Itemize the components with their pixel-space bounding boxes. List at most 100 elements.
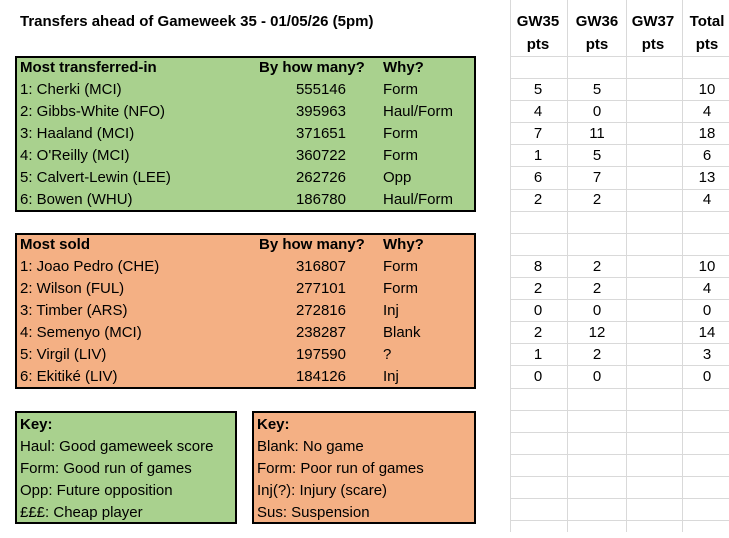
points-unit: pts xyxy=(641,36,665,53)
reason: Form xyxy=(383,258,418,275)
points: 0 xyxy=(702,302,712,319)
sold-box xyxy=(15,233,476,389)
points: 0 xyxy=(533,302,543,319)
grid-line xyxy=(626,0,627,532)
transfer-count: 184126 xyxy=(295,368,346,385)
transfer-count: 360722 xyxy=(295,147,346,164)
points-header: GW36 xyxy=(575,13,619,30)
player: 3: Timber (ARS) xyxy=(20,302,128,319)
transfer-count: 316807 xyxy=(295,258,346,275)
transfer-count: 272816 xyxy=(295,302,346,319)
reason: ? xyxy=(383,346,392,363)
key-item: Form: Good run of games xyxy=(20,460,192,477)
points: 0 xyxy=(702,368,712,385)
points: 4 xyxy=(702,280,712,297)
player: 6: Bowen (WHU) xyxy=(20,191,133,208)
key-sold-box xyxy=(252,411,476,524)
key-item: £££: Cheap player xyxy=(20,504,143,521)
points: 0 xyxy=(533,368,543,385)
points: 4 xyxy=(702,103,712,120)
points: 2 xyxy=(592,346,602,363)
section-heading: Most sold xyxy=(20,236,90,253)
points: 18 xyxy=(698,125,716,142)
column-header: By how many? xyxy=(259,236,365,253)
player: 1: Joao Pedro (CHE) xyxy=(20,258,160,275)
grid-line xyxy=(510,365,729,366)
points: 14 xyxy=(698,324,716,341)
player: 4: Semenyo (MCI) xyxy=(20,324,142,341)
transferred-in-box xyxy=(15,56,476,212)
transfer-count: 197590 xyxy=(295,346,346,363)
grid-line xyxy=(510,166,729,167)
points: 2 xyxy=(533,191,543,208)
points: 2 xyxy=(592,280,602,297)
points: 2 xyxy=(533,280,543,297)
points: 6 xyxy=(533,169,543,186)
grid-line xyxy=(682,0,683,532)
grid-line xyxy=(510,454,729,455)
grid-line xyxy=(567,0,568,532)
points: 4 xyxy=(533,103,543,120)
reason: Blank xyxy=(383,324,421,341)
player: 2: Gibbs-White (NFO) xyxy=(20,103,166,120)
player: 4: O'Reilly (MCI) xyxy=(20,147,130,164)
reason: Opp xyxy=(383,169,412,186)
title: Transfers ahead of Gameweek 35 - 01/05/2… xyxy=(20,13,374,30)
key-heading: Key: xyxy=(20,416,53,433)
reason: Form xyxy=(383,147,418,164)
points-unit: pts xyxy=(526,36,550,53)
column-header: Why? xyxy=(383,236,424,253)
key-item: Opp: Future opposition xyxy=(20,482,173,499)
key-item: Haul: Good gameweek score xyxy=(20,438,214,455)
player: 6: Ekitiké (LIV) xyxy=(20,368,118,385)
player: 3: Haaland (MCI) xyxy=(20,125,135,142)
points: 5 xyxy=(592,81,602,98)
grid-line xyxy=(510,321,729,322)
points-header: GW37 xyxy=(631,13,675,30)
points: 4 xyxy=(702,191,712,208)
transfer-count: 262726 xyxy=(295,169,346,186)
section-heading: Most transferred-in xyxy=(20,59,157,76)
points: 7 xyxy=(533,125,543,142)
points: 5 xyxy=(592,147,602,164)
points: 5 xyxy=(533,81,543,98)
grid-line xyxy=(510,432,729,433)
points: 2 xyxy=(533,324,543,341)
points: 11 xyxy=(589,125,605,142)
key-item: Inj(?): Injury (scare) xyxy=(257,482,388,499)
points: 1 xyxy=(533,346,543,363)
points: 13 xyxy=(698,169,716,186)
player: 1: Cherki (MCI) xyxy=(20,81,122,98)
grid-line xyxy=(510,520,729,521)
reason: Haul/Form xyxy=(383,191,454,208)
points: 2 xyxy=(592,191,602,208)
reason: Form xyxy=(383,125,418,142)
column-header: By how many? xyxy=(259,59,365,76)
grid-line xyxy=(510,388,729,389)
points: 3 xyxy=(702,346,712,363)
key-in-box xyxy=(15,411,237,524)
grid-line xyxy=(510,233,729,234)
grid-line xyxy=(510,100,729,101)
grid-line xyxy=(510,122,729,123)
points: 10 xyxy=(698,258,716,275)
transfer-count: 238287 xyxy=(295,324,346,341)
grid-line xyxy=(510,189,729,190)
points: 2 xyxy=(592,258,602,275)
key-item: Blank: No game xyxy=(257,438,364,455)
points: 8 xyxy=(533,258,543,275)
points-unit: pts xyxy=(695,36,719,53)
player: 5: Calvert-Lewin (LEE) xyxy=(20,169,171,186)
reason: Form xyxy=(383,81,418,98)
grid-line xyxy=(510,0,511,532)
reason: Inj xyxy=(383,368,399,385)
key-item: Form: Poor run of games xyxy=(257,460,424,477)
points: 0 xyxy=(592,368,602,385)
transfer-count: 186780 xyxy=(295,191,346,208)
points: 7 xyxy=(592,169,602,186)
points: 6 xyxy=(702,147,712,164)
key-item: Sus: Suspension xyxy=(257,504,370,521)
grid-line xyxy=(510,343,729,344)
points: 0 xyxy=(592,103,602,120)
